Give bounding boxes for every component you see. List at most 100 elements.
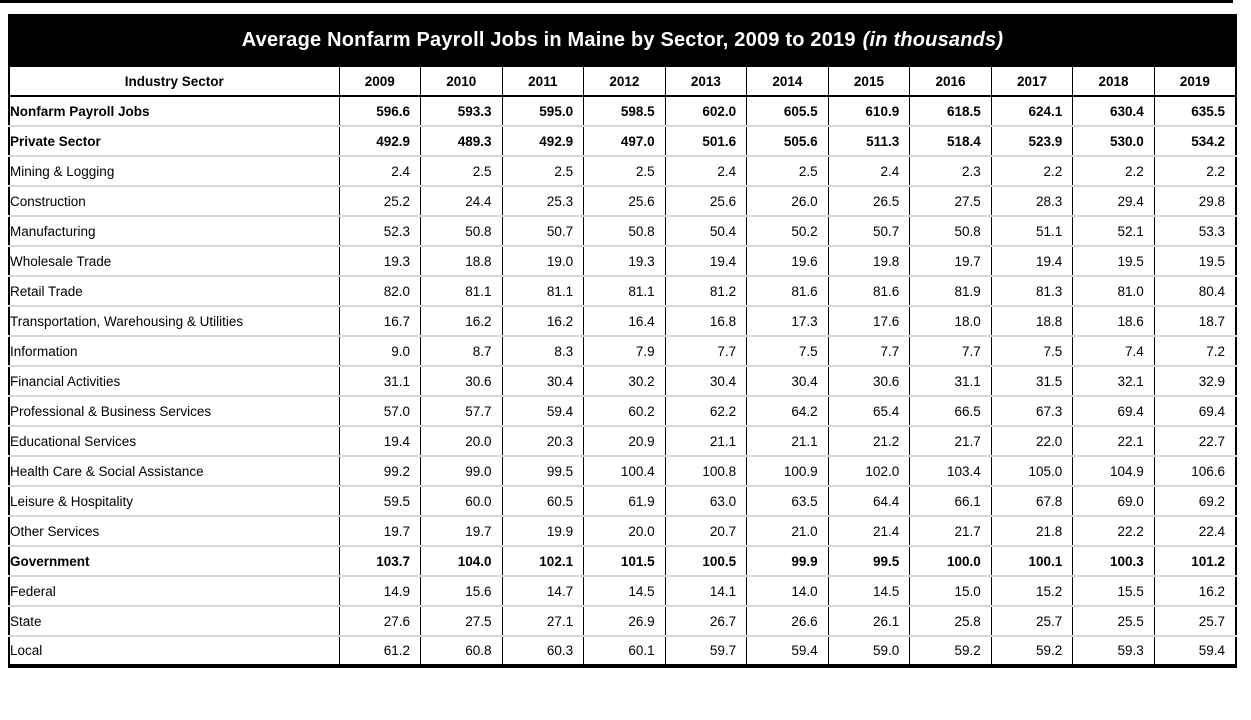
sector-label-cell: Mining & Logging [9, 155, 340, 186]
table-row: Professional & Business Services 57.0 57.7… [9, 395, 1236, 426]
value-cell: 27.6 [339, 605, 422, 636]
value-cell: 15.2 [991, 575, 1074, 606]
value-cell: 18.8 [991, 305, 1074, 336]
value-cell: 60.5 [502, 485, 585, 516]
value-cell: 60.3 [502, 635, 585, 666]
value-cell: 15.6 [420, 575, 503, 606]
value-cell: 19.4 [339, 425, 422, 456]
value-cell: 64.2 [746, 395, 829, 426]
value-cell: 14.1 [665, 575, 748, 606]
value-cell: 100.0 [909, 545, 992, 576]
value-cell: 624.1 [991, 96, 1074, 126]
value-cell: 14.5 [828, 575, 911, 606]
value-cell: 59.5 [339, 485, 422, 516]
value-cell: 52.3 [339, 215, 422, 246]
value-cell: 14.5 [583, 575, 666, 606]
value-cell: 22.2 [1072, 515, 1155, 546]
value-cell: 81.2 [665, 275, 748, 306]
value-cell: 59.4 [746, 635, 829, 666]
value-cell: 2.2 [1072, 155, 1155, 186]
value-cell: 99.0 [420, 455, 503, 486]
value-cell: 26.7 [665, 605, 748, 636]
value-cell: 618.5 [909, 96, 992, 126]
value-cell: 30.6 [828, 365, 911, 396]
value-cell: 20.0 [420, 425, 503, 456]
value-cell: 22.1 [1072, 425, 1155, 456]
value-cell: 59.4 [502, 395, 585, 426]
value-cell: 635.5 [1191, 103, 1225, 119]
value-cell: 2.2 [991, 155, 1074, 186]
value-cell: 630.4 [1072, 96, 1155, 126]
value-cell: 14.0 [746, 575, 829, 606]
header-row: Industry Sector 2009 2010 2011 2012 2013 2014 2… [9, 67, 1236, 97]
value-cell: 19.0 [502, 245, 585, 276]
value-cell: 106.6 [1154, 455, 1236, 486]
value-cell: 17.6 [828, 305, 911, 336]
table-title: Average Nonfarm Payroll Jobs in Maine by… [241, 29, 856, 51]
value-cell: 596.6 [339, 96, 422, 126]
value-cell: 27.1 [502, 605, 585, 636]
value-cell: 51.1 [991, 215, 1074, 246]
sector-label-cell: Federal [9, 575, 340, 606]
sector-label-cell: Transportation, Warehousing & Utilities [9, 305, 340, 336]
value-cell: 59.2 [909, 635, 992, 666]
value-cell: 81.6 [828, 275, 911, 306]
value-cell: 18.7 [1154, 305, 1236, 336]
value-cell: 21.1 [665, 425, 748, 456]
value-cell: 605.5 [746, 96, 829, 126]
value-cell: 2.4 [339, 155, 422, 186]
value-cell: 20.3 [502, 425, 585, 456]
value-cell: 25.7 [1154, 605, 1236, 636]
table-row: Financial Activities 31.1 30.6 30.4 30.2 30.4… [9, 365, 1236, 396]
value-cell: 100.9 [746, 455, 829, 486]
value-cell: 99.5 [502, 455, 585, 486]
value-cell: 29.8 [1154, 185, 1236, 216]
value-cell: 19.7 [339, 515, 422, 546]
value-cell: 26.6 [746, 605, 829, 636]
value-cell: 505.6 [746, 125, 829, 156]
table-row: State 27.6 27.5 27.1 26.9 26.7 26.6 26.1 25.8 25.… [9, 605, 1236, 636]
value-cell: 81.1 [583, 275, 666, 306]
sector-label-cell: Other Services [9, 515, 340, 546]
value-cell: 16.2 [502, 305, 585, 336]
value-cell: 22.0 [991, 425, 1074, 456]
table-row: Mining & Logging 2.4 2.5 2.5 2.5 2.4 2.5 2.4 2.3… [9, 155, 1236, 186]
value-cell: 19.6 [746, 245, 829, 276]
value-cell: 21.7 [909, 425, 992, 456]
value-cell: 103.4 [909, 455, 992, 486]
value-cell: 59.4 [1154, 635, 1236, 666]
value-cell: 69.4 [1072, 395, 1155, 426]
value-cell: 19.5 [1072, 245, 1155, 276]
value-cell: 52.1 [1072, 215, 1155, 246]
value-cell: 2.5 [420, 155, 503, 186]
value-cell: 489.3 [420, 125, 503, 156]
value-cell: 19.7 [420, 515, 503, 546]
value-cell: 22.4 [1154, 515, 1236, 546]
sector-label-cell: Manufacturing [9, 215, 340, 246]
value-cell: 53.3 [1154, 215, 1236, 246]
value-cell: 104.0 [420, 545, 503, 576]
table-row: Construction 25.2 24.4 25.3 25.6 25.6 26.0 26.5… [9, 185, 1236, 216]
value-cell: 25.8 [909, 605, 992, 636]
value-cell: 50.8 [909, 215, 992, 246]
value-cell: 60.2 [583, 395, 666, 426]
value-cell: 22.7 [1154, 425, 1236, 456]
value-cell: 25.5 [1072, 605, 1155, 636]
data-table: Industry Sector 2009 2010 2011 2012 2013 2014 2… [8, 67, 1237, 668]
value-cell: 30.4 [746, 365, 829, 396]
table-row: Government 103.7 104.0 102.1 101.5 100.5 99.9 9… [9, 545, 1236, 576]
value-cell: 31.5 [991, 365, 1074, 396]
value-cell: 25.2 [339, 185, 422, 216]
table-row: Wholesale Trade 19.3 18.8 19.0 19.3 19.4 19.6 1… [9, 245, 1236, 276]
value-cell: 534.2 [1154, 125, 1236, 156]
value-cell: 602.0 [665, 96, 748, 126]
value-cell: 65.4 [828, 395, 911, 426]
value-cell: 81.9 [909, 275, 992, 306]
value-cell: 31.1 [339, 365, 422, 396]
value-cell: 81.1 [420, 275, 503, 306]
value-cell: 32.1 [1072, 365, 1155, 396]
value-cell: 595.0 [502, 96, 585, 126]
value-cell: 7.9 [583, 335, 666, 366]
value-cell: 8.3 [502, 335, 585, 366]
value-cell: 60.0 [420, 485, 503, 516]
